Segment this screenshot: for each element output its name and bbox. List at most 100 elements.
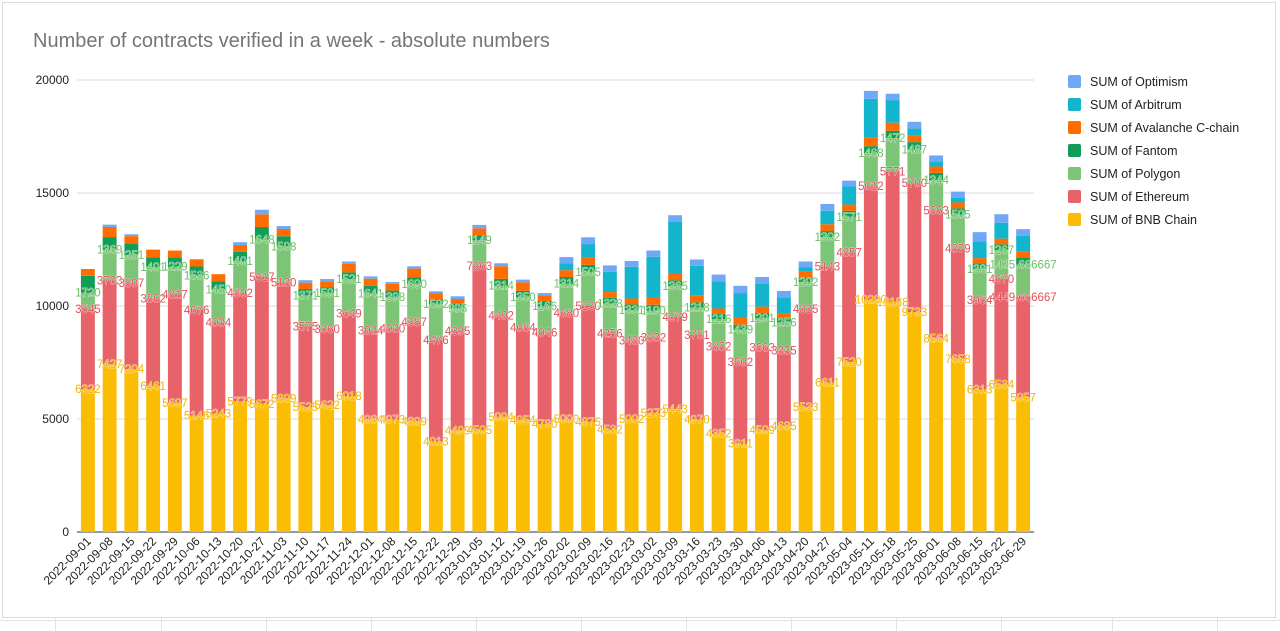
- data-label: 1381: [967, 264, 993, 276]
- bar-segment-ethereum: [233, 292, 248, 402]
- bar-segment-fantom: [798, 277, 813, 282]
- chart-title: Number of contracts verified in a week -…: [33, 30, 550, 52]
- data-label: 1641: [358, 289, 384, 301]
- data-label: 3602: [728, 357, 754, 369]
- data-label: 4046: [532, 328, 558, 340]
- bar-segment-polygon: [798, 281, 813, 309]
- data-label: 4013: [423, 436, 449, 448]
- bar-segment-ethereum: [798, 308, 813, 407]
- bar-segment-bnb-chain: [559, 419, 574, 532]
- bar-segment-fantom: [907, 142, 922, 150]
- legend-item[interactable]: SUM of Ethereum: [1068, 185, 1239, 208]
- data-label: 5130: [271, 278, 297, 290]
- bar-segment-optimism: [494, 263, 509, 267]
- data-label: 3332: [641, 333, 667, 345]
- bar-segment-polygon: [776, 322, 791, 351]
- bar-segment-arbitrum: [559, 263, 574, 271]
- bar-segment-ethereum: [1016, 296, 1031, 398]
- data-label: 4084: [510, 323, 536, 335]
- bar-segment-polygon: [537, 306, 552, 333]
- bar-segment-fantom: [515, 290, 530, 298]
- legend-item[interactable]: SUM of Optimism: [1068, 70, 1239, 93]
- legend-item[interactable]: SUM of Arbitrum: [1068, 93, 1239, 116]
- bar-segment-optimism: [972, 232, 987, 242]
- data-label: 1439: [728, 325, 754, 337]
- bar-segment-bnb-chain: [907, 312, 922, 532]
- y-tick-label: 15000: [36, 186, 70, 200]
- bar-segment-polygon: [298, 295, 313, 327]
- bar-segment-fantom: [189, 266, 204, 276]
- legend-item[interactable]: SUM of Avalanche C-chain: [1068, 116, 1239, 139]
- bar-segment-ethereum: [581, 305, 596, 422]
- bar-segment-ethereum: [820, 266, 835, 383]
- data-label: 5533: [793, 402, 819, 414]
- bar-segment-bnb-chain: [602, 429, 617, 532]
- data-label: 5617: [249, 272, 275, 284]
- bar-segment-avalanche-c-chain: [929, 166, 944, 173]
- data-label: 5622: [314, 400, 340, 412]
- legend-swatch: [1068, 167, 1081, 180]
- bar-segment-bnb-chain: [776, 426, 791, 532]
- bar-segment-avalanche-c-chain: [385, 283, 400, 291]
- bar-segment-arbitrum: [972, 241, 987, 259]
- legend-swatch: [1068, 213, 1081, 226]
- bar-segment-bnb-chain: [689, 419, 704, 532]
- legend-swatch: [1068, 190, 1081, 203]
- bar-segment-optimism: [602, 265, 617, 272]
- bar-segment-polygon: [842, 216, 857, 253]
- bar-segment-avalanche-c-chain: [798, 271, 813, 278]
- data-label: 3911: [728, 439, 753, 451]
- legend-swatch: [1068, 144, 1081, 157]
- data-label: 3954: [967, 295, 993, 307]
- bar-segment-optimism: [929, 155, 944, 163]
- data-label: 4499: [445, 425, 471, 437]
- bar-segment-arbitrum: [581, 244, 596, 258]
- bar-segment-optimism: [711, 274, 726, 282]
- bar-segment-fantom: [211, 281, 226, 290]
- legend-item[interactable]: SUM of Polygon: [1068, 162, 1239, 185]
- bar-segment-fantom: [755, 312, 770, 319]
- bar-segment-arbitrum: [689, 265, 704, 296]
- bar-segment-fantom: [1016, 257, 1031, 265]
- bar-segment-avalanche-c-chain: [124, 236, 139, 244]
- data-label: 5243: [206, 409, 232, 421]
- bar-segment-avalanche-c-chain: [711, 308, 726, 314]
- bar-segment-avalanche-c-chain: [733, 317, 748, 325]
- bar-segment-avalanche-c-chain: [820, 224, 835, 232]
- bar-segment-bnb-chain: [102, 364, 117, 532]
- data-label: 1166: [532, 301, 557, 313]
- bar-segment-avalanche-c-chain: [537, 295, 552, 301]
- legend-label: SUM of Arbitrum: [1090, 97, 1182, 112]
- bar-segment-fantom: [428, 298, 443, 305]
- data-label: 1331: [619, 305, 645, 317]
- bar-segment-polygon: [254, 239, 269, 277]
- bar-segment-avalanche-c-chain: [276, 229, 291, 237]
- bar-segment-avalanche-c-chain: [559, 270, 574, 277]
- data-label: 1472: [880, 133, 906, 145]
- data-label: 4079: [662, 312, 688, 324]
- bar-segment-polygon: [80, 292, 95, 310]
- bar-segment-polygon: [559, 283, 574, 314]
- bar-segment-ethereum: [689, 334, 704, 420]
- bar-segment-optimism: [537, 293, 552, 296]
- bar-segment-polygon: [124, 254, 139, 284]
- data-label: 5130: [575, 301, 601, 313]
- data-label: 4970: [684, 415, 710, 427]
- bar-segment-bnb-chain: [581, 421, 596, 532]
- bar-segment-ethereum: [407, 322, 422, 422]
- legend-swatch: [1068, 98, 1081, 111]
- data-label: 3480: [619, 335, 645, 347]
- bar-segment-fantom: [581, 264, 596, 272]
- bar-segment-avalanche-c-chain: [363, 278, 378, 286]
- data-label: 6534: [989, 379, 1015, 391]
- bar-segment-arbitrum: [755, 284, 770, 307]
- data-label: 1365: [662, 281, 688, 293]
- legend-item[interactable]: SUM of Fantom: [1068, 139, 1239, 162]
- legend-item[interactable]: SUM of BNB Chain: [1068, 208, 1239, 231]
- data-label: 4973: [380, 415, 406, 427]
- bar-segment-arbitrum: [929, 162, 944, 167]
- bar-segment-ethereum: [863, 186, 878, 300]
- bar-segment-bnb-chain: [167, 403, 182, 532]
- bar-segment-ethereum: [776, 350, 791, 427]
- data-label: 1648: [249, 235, 275, 247]
